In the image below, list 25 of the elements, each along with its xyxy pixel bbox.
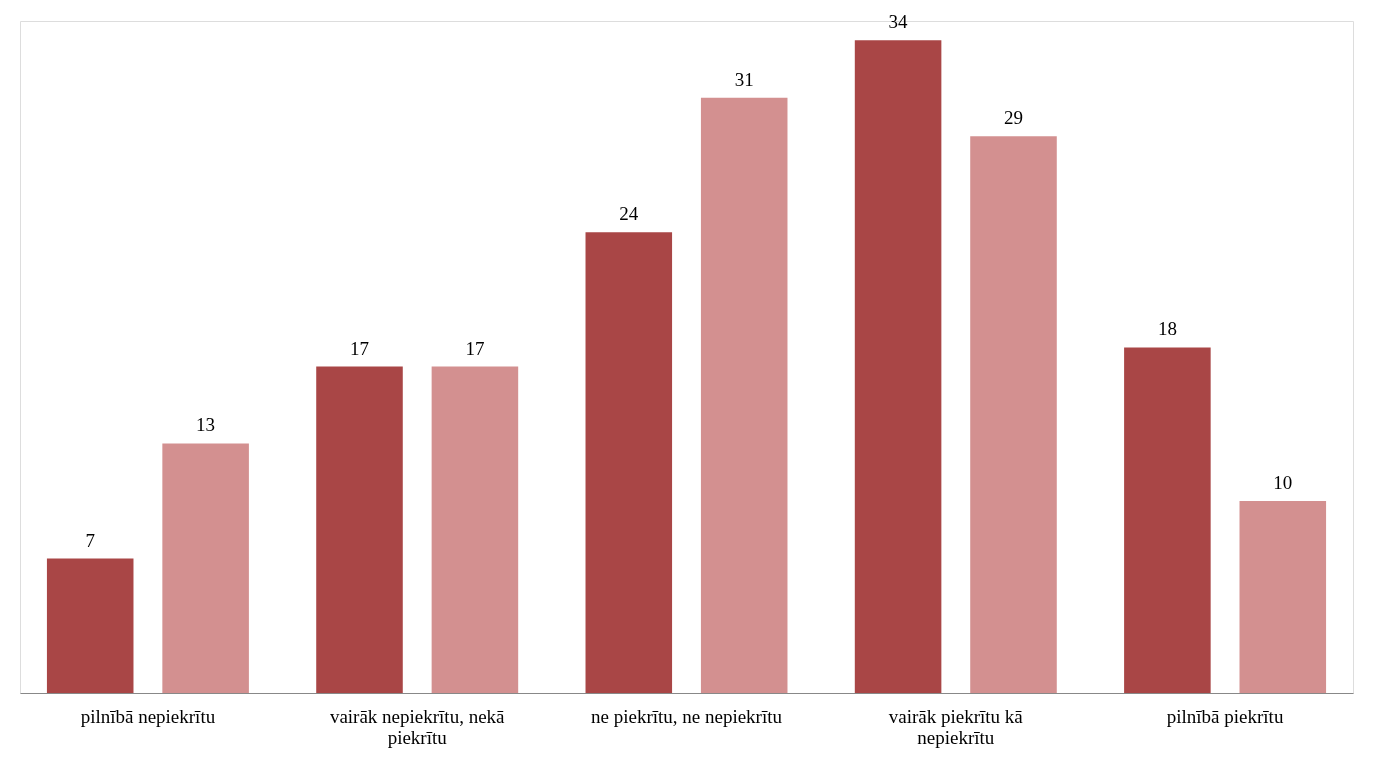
x-tick-label: ne piekrītu, ne nepiekrītu (591, 705, 783, 727)
bar (1239, 501, 1327, 693)
data-label: 24 (619, 203, 639, 225)
bar (316, 366, 403, 693)
x-tick-label: vairāk nepiekrītu, nekā piekrītu (329, 705, 506, 748)
data-label: 17 (465, 337, 485, 359)
x-tick-label: pilnībā piekrītu (1166, 705, 1284, 727)
bar (46, 558, 134, 693)
bar (1124, 347, 1211, 693)
data-label: 10 (1273, 472, 1293, 493)
bar (854, 40, 942, 693)
x-tick-label: vairāk piekrītu kā nepiekrītu (888, 705, 1024, 748)
bar (700, 97, 788, 693)
data-label: 7 (85, 529, 95, 551)
bar (585, 232, 673, 693)
data-label: 13 (196, 414, 216, 436)
data-label: 31 (734, 68, 754, 90)
data-label: 34 (888, 11, 909, 33)
bar (970, 136, 1057, 693)
bar (431, 366, 519, 693)
x-tick-label: pilnībā nepiekrītu (80, 705, 216, 727)
data-label: 29 (1004, 107, 1023, 129)
data-label: 17 (350, 337, 369, 359)
bar (162, 443, 249, 693)
data-label: 18 (1157, 318, 1177, 340)
